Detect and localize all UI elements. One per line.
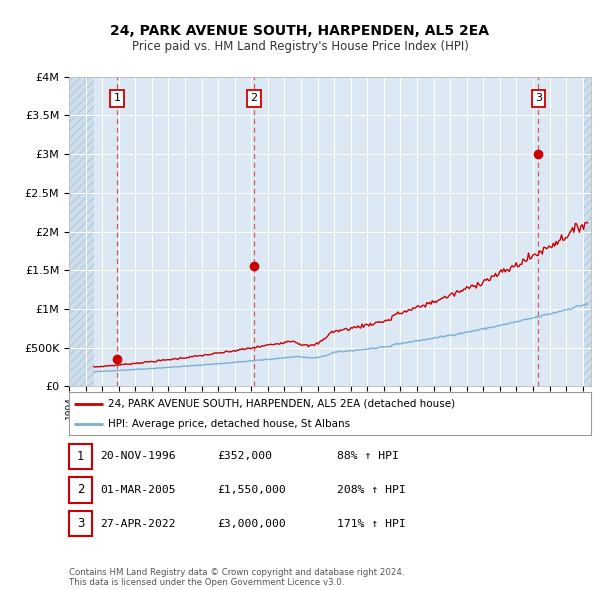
Text: Contains HM Land Registry data © Crown copyright and database right 2024.: Contains HM Land Registry data © Crown c… [69,568,404,577]
Text: 1: 1 [113,93,121,103]
Text: 3: 3 [77,517,84,530]
Text: 3: 3 [535,93,542,103]
Text: HPI: Average price, detached house, St Albans: HPI: Average price, detached house, St A… [108,419,350,429]
Text: This data is licensed under the Open Government Licence v3.0.: This data is licensed under the Open Gov… [69,578,344,587]
Bar [69,77,94,386]
Text: 24, PARK AVENUE SOUTH, HARPENDEN, AL5 2EA (detached house): 24, PARK AVENUE SOUTH, HARPENDEN, AL5 2E… [108,399,455,409]
Text: 20-NOV-1996: 20-NOV-1996 [100,451,176,461]
Text: 24, PARK AVENUE SOUTH, HARPENDEN, AL5 2EA: 24, PARK AVENUE SOUTH, HARPENDEN, AL5 2E… [110,24,490,38]
Text: 208% ↑ HPI: 208% ↑ HPI [337,485,406,495]
Text: 88% ↑ HPI: 88% ↑ HPI [337,451,399,461]
Text: 27-APR-2022: 27-APR-2022 [100,519,176,529]
Text: 2: 2 [77,483,84,497]
Text: 171% ↑ HPI: 171% ↑ HPI [337,519,406,529]
Text: £3,000,000: £3,000,000 [217,519,286,529]
Text: 1: 1 [77,450,84,463]
Text: 01-MAR-2005: 01-MAR-2005 [100,485,176,495]
Text: £352,000: £352,000 [217,451,272,461]
Bar [583,77,591,386]
Text: Price paid vs. HM Land Registry's House Price Index (HPI): Price paid vs. HM Land Registry's House … [131,40,469,53]
Text: 2: 2 [250,93,257,103]
Text: £1,550,000: £1,550,000 [217,485,286,495]
